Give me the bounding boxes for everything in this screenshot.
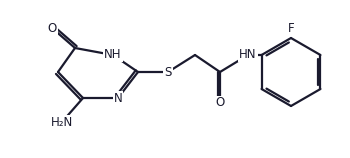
- Text: O: O: [47, 21, 57, 34]
- Text: O: O: [215, 97, 225, 109]
- Text: HN: HN: [239, 49, 257, 61]
- Text: N: N: [114, 91, 122, 104]
- Text: NH: NH: [104, 49, 122, 61]
- Text: F: F: [288, 21, 294, 34]
- Text: H₂N: H₂N: [51, 115, 73, 128]
- Text: S: S: [164, 66, 172, 79]
